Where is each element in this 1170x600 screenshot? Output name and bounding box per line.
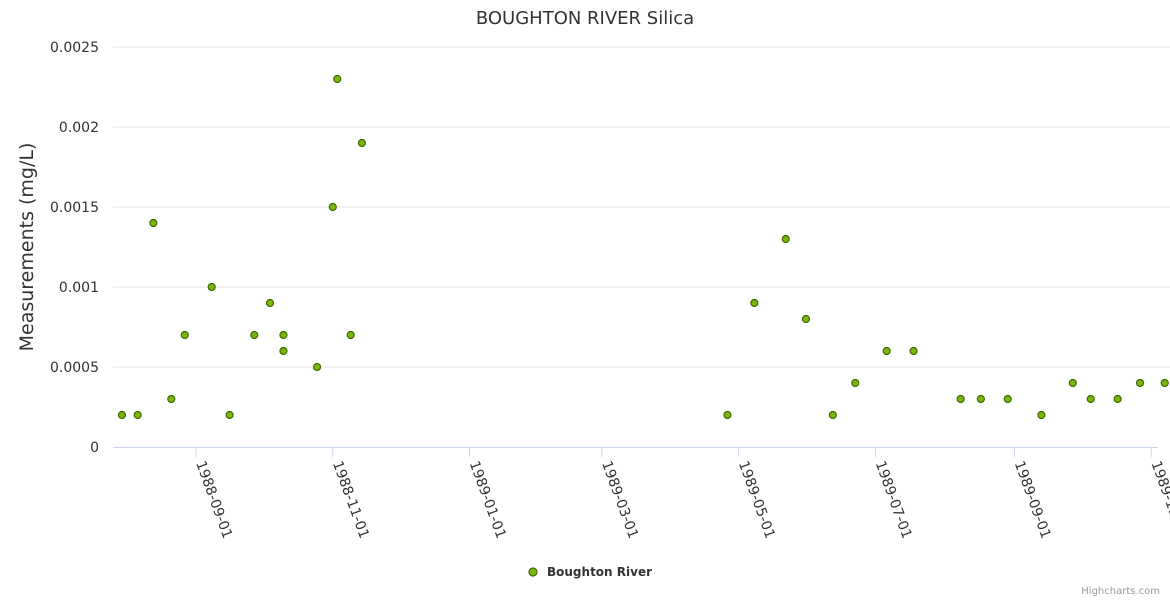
data-point[interactable] bbox=[882, 346, 891, 356]
y-tick-label: 0.002 bbox=[59, 120, 99, 136]
y-tick-label: 0.0005 bbox=[50, 360, 99, 376]
data-point[interactable] bbox=[167, 394, 176, 404]
data-point[interactable] bbox=[1160, 378, 1169, 388]
x-tick-label: 1988-11-01 bbox=[329, 459, 372, 541]
data-point[interactable] bbox=[909, 346, 918, 356]
data-point[interactable] bbox=[828, 410, 837, 420]
data-point[interactable] bbox=[976, 394, 985, 404]
data-point[interactable] bbox=[117, 410, 127, 420]
data-point[interactable] bbox=[133, 410, 142, 420]
data-point[interactable] bbox=[723, 410, 732, 420]
data-point[interactable] bbox=[1003, 394, 1012, 404]
legend[interactable]: Boughton River bbox=[528, 565, 652, 579]
data-point[interactable] bbox=[1086, 394, 1095, 404]
x-axis-ticks: 1988-09-01 1988-11-01 1989-01-01 1989-03-01… bbox=[192, 447, 1170, 541]
data-point[interactable] bbox=[149, 218, 158, 228]
x-tick-label: 1989-07-01 bbox=[872, 459, 915, 541]
series-points[interactable] bbox=[117, 74, 1169, 420]
data-point[interactable] bbox=[1113, 394, 1122, 404]
y-axis-label: Measurements (mg/L) bbox=[16, 143, 38, 352]
legend-item-boughton-river[interactable]: Boughton River bbox=[547, 565, 652, 579]
data-point[interactable] bbox=[357, 138, 367, 148]
data-point[interactable] bbox=[1037, 410, 1046, 420]
x-tick-label: 1989-05-01 bbox=[735, 459, 778, 541]
grid-lines bbox=[113, 46, 1170, 368]
data-point[interactable] bbox=[781, 234, 790, 244]
data-point[interactable] bbox=[1068, 378, 1077, 388]
data-point[interactable] bbox=[1135, 378, 1145, 388]
legend-marker-icon[interactable] bbox=[528, 567, 538, 577]
y-tick-label: 0.001 bbox=[59, 280, 99, 296]
x-tick-label: 1989-01-01 bbox=[466, 459, 509, 541]
data-point[interactable] bbox=[312, 362, 322, 372]
data-point[interactable] bbox=[346, 330, 355, 340]
data-point[interactable] bbox=[225, 410, 234, 420]
data-point[interactable] bbox=[265, 298, 275, 308]
data-point[interactable] bbox=[279, 330, 288, 340]
x-tick-label: 1989-03-01 bbox=[598, 459, 641, 541]
credits-link[interactable]: Highcharts.com bbox=[1081, 586, 1160, 597]
y-tick-label: 0 bbox=[90, 440, 99, 456]
y-tick-label: 0.0025 bbox=[50, 40, 99, 56]
x-tick-label: 1989-11-01 bbox=[1148, 459, 1170, 541]
data-point[interactable] bbox=[801, 314, 811, 324]
data-point[interactable] bbox=[180, 330, 189, 340]
y-tick-label: 0.0015 bbox=[50, 200, 99, 216]
data-point[interactable] bbox=[207, 282, 216, 292]
data-point[interactable] bbox=[750, 298, 759, 308]
chart-title: BOUGHTON RIVER Silica bbox=[476, 8, 694, 29]
data-point[interactable] bbox=[956, 394, 965, 404]
data-point[interactable] bbox=[333, 74, 342, 84]
y-axis-ticks: 0 0.0005 0.001 0.0015 0.002 0.0025 bbox=[50, 40, 99, 456]
x-tick-label: 1989-09-01 bbox=[1011, 459, 1054, 541]
data-point[interactable] bbox=[250, 330, 259, 340]
data-point[interactable] bbox=[851, 378, 860, 388]
data-point[interactable] bbox=[328, 202, 337, 212]
x-tick-label: 1988-09-01 bbox=[192, 459, 235, 541]
data-point[interactable] bbox=[279, 346, 288, 356]
